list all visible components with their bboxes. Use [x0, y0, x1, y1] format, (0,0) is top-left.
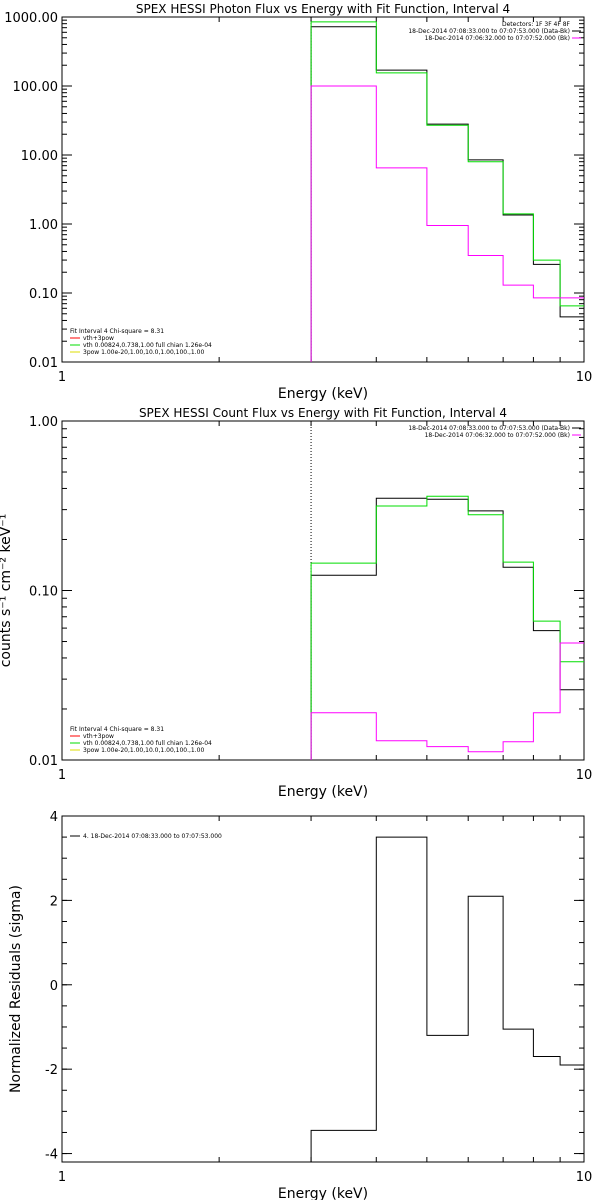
legend-entry: 3pow 1.00e-20,1.00,10.0,1.00,100.,1.00 [83, 747, 204, 754]
series-1-line [310, 26, 584, 362]
panel-3: 1 10 Energy (keV) -4 -2 0 2 4 Normalized Residua… [8, 810, 592, 1200]
y-tick-label: 0.10 [29, 287, 58, 302]
legend-entry: vth 0.00824,0.738,1.00 full chian 1.26e-… [83, 342, 212, 349]
x-tick-label: 10 [576, 1170, 593, 1185]
x-axis-label: Energy (keV) [278, 386, 368, 402]
legend-entry: Detectors: 1F 3F 4F 8F [502, 21, 571, 28]
y-tick-label: 4 [50, 810, 58, 825]
y-tick-label: 10.00 [21, 149, 58, 164]
plot-frame [61, 420, 585, 761]
y-axis-label: counts s⁻¹ cm⁻² keV⁻¹ [0, 514, 14, 668]
y-tick-label: 100.00 [13, 80, 59, 95]
series-2-line [310, 495, 584, 760]
legend-entry: 18-Dec-2014 07:08:33.000 to 07:07:53.000… [408, 28, 570, 35]
x-tick-label: 1 [58, 1170, 66, 1185]
legend-entry: vth 0.00824,0.738,1.00 full chian 1.26e-… [83, 740, 212, 747]
y-tick-label: -2 [45, 1063, 58, 1078]
chart-title: SPEX HESSI Count Flux vs Energy with Fit… [139, 406, 507, 420]
legend-entry: vth+3pow [83, 335, 114, 342]
series-2-line [310, 21, 584, 362]
x-axis-label: Energy (keV) [278, 784, 368, 800]
y-tick-label: 0.10 [29, 585, 58, 600]
x-tick-label: 10 [576, 768, 593, 783]
y-tick-label: 0 [50, 979, 58, 994]
y-tick-label: 1.00 [29, 415, 58, 430]
legend-entry: 4. 18-Dec-2014 07:08:33.000 to 07:07:53.… [83, 833, 222, 840]
panel-2: SPEX HESSI Count Flux vs Energy with Fit… [0, 406, 592, 800]
y-tick-label: -4 [45, 1148, 58, 1163]
legend-entry: 3pow 1.00e-20,1.00,10.0,1.00,100.,1.00 [83, 349, 204, 356]
y-tick-label: 0.01 [29, 356, 58, 371]
legend-entry: Fit Interval 4 Chi-square = 8.31 [70, 726, 164, 733]
series-3-line [310, 642, 584, 760]
x-tick-label: 1 [58, 370, 66, 385]
y-axis-label: Normalized Residuals (sigma) [8, 885, 24, 1093]
x-tick-label: 10 [576, 370, 593, 385]
legend-entry: 18-Dec-2014 07:08:33.000 to 07:07:53.000… [408, 425, 570, 432]
legend-entry: 18-Dec-2014 07:06:32.000 to 07:07:52.000… [425, 35, 570, 42]
legend-entry: Fit Interval 4 Chi-square = 8.31 [70, 328, 164, 335]
series-3-line [310, 85, 584, 362]
series-1-line [310, 497, 584, 760]
plot-frame [61, 815, 585, 1163]
plot-frame [61, 16, 585, 363]
panel-1: SPEX HESSI Photon Flux vs Energy with Fi… [4, 2, 592, 402]
x-tick-label: 1 [58, 768, 66, 783]
series-1-line [310, 836, 584, 1162]
y-tick-label: 1000.00 [4, 11, 58, 26]
y-tick-label: 2 [50, 894, 58, 909]
y-tick-label: 1.00 [29, 218, 58, 233]
chart-title: SPEX HESSI Photon Flux vs Energy with Fi… [136, 2, 510, 16]
x-axis-label: Energy (keV) [278, 1186, 368, 1200]
y-tick-label: 0.01 [29, 754, 58, 769]
legend-entry: vth+3pow [83, 733, 114, 740]
legend-entry: 18-Dec-2014 07:06:32.000 to 07:07:52.000… [425, 432, 570, 439]
